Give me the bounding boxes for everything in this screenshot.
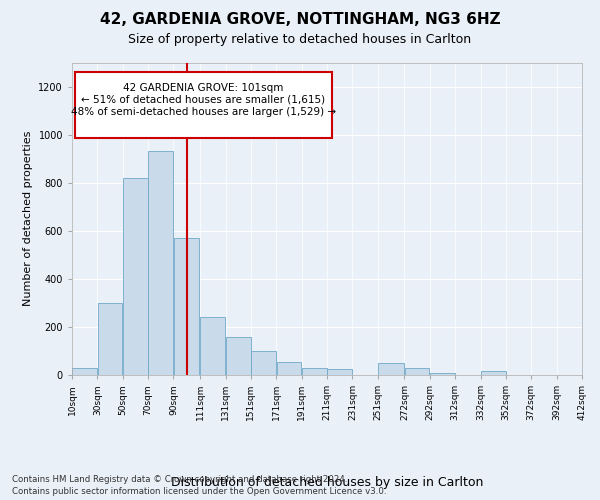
Bar — [200, 318, 225, 375]
Bar — [251, 351, 276, 375]
Bar — [405, 368, 430, 375]
Bar — [328, 369, 352, 375]
Text: Contains public sector information licensed under the Open Government Licence v3: Contains public sector information licen… — [12, 488, 386, 496]
Bar — [378, 363, 404, 375]
Y-axis label: Number of detached properties: Number of detached properties — [23, 131, 33, 306]
Text: 42, GARDENIA GROVE, NOTTINGHAM, NG3 6HZ: 42, GARDENIA GROVE, NOTTINGHAM, NG3 6HZ — [100, 12, 500, 28]
Bar — [302, 368, 326, 375]
Bar — [481, 372, 506, 375]
Bar — [430, 372, 455, 375]
Bar — [148, 152, 173, 375]
Bar — [277, 362, 301, 375]
Text: Size of property relative to detached houses in Carlton: Size of property relative to detached ho… — [128, 32, 472, 46]
Bar — [226, 336, 251, 375]
Bar — [98, 303, 122, 375]
FancyBboxPatch shape — [74, 72, 332, 138]
Text: Contains HM Land Registry data © Crown copyright and database right 2024.: Contains HM Land Registry data © Crown c… — [12, 475, 347, 484]
Bar — [123, 178, 148, 375]
Bar — [73, 368, 97, 375]
Text: 48% of semi-detached houses are larger (1,529) →: 48% of semi-detached houses are larger (… — [71, 107, 336, 117]
Text: 42 GARDENIA GROVE: 101sqm: 42 GARDENIA GROVE: 101sqm — [123, 83, 283, 93]
Text: ← 51% of detached houses are smaller (1,615): ← 51% of detached houses are smaller (1,… — [81, 95, 325, 105]
X-axis label: Distribution of detached houses by size in Carlton: Distribution of detached houses by size … — [171, 476, 483, 489]
Bar — [174, 238, 199, 375]
